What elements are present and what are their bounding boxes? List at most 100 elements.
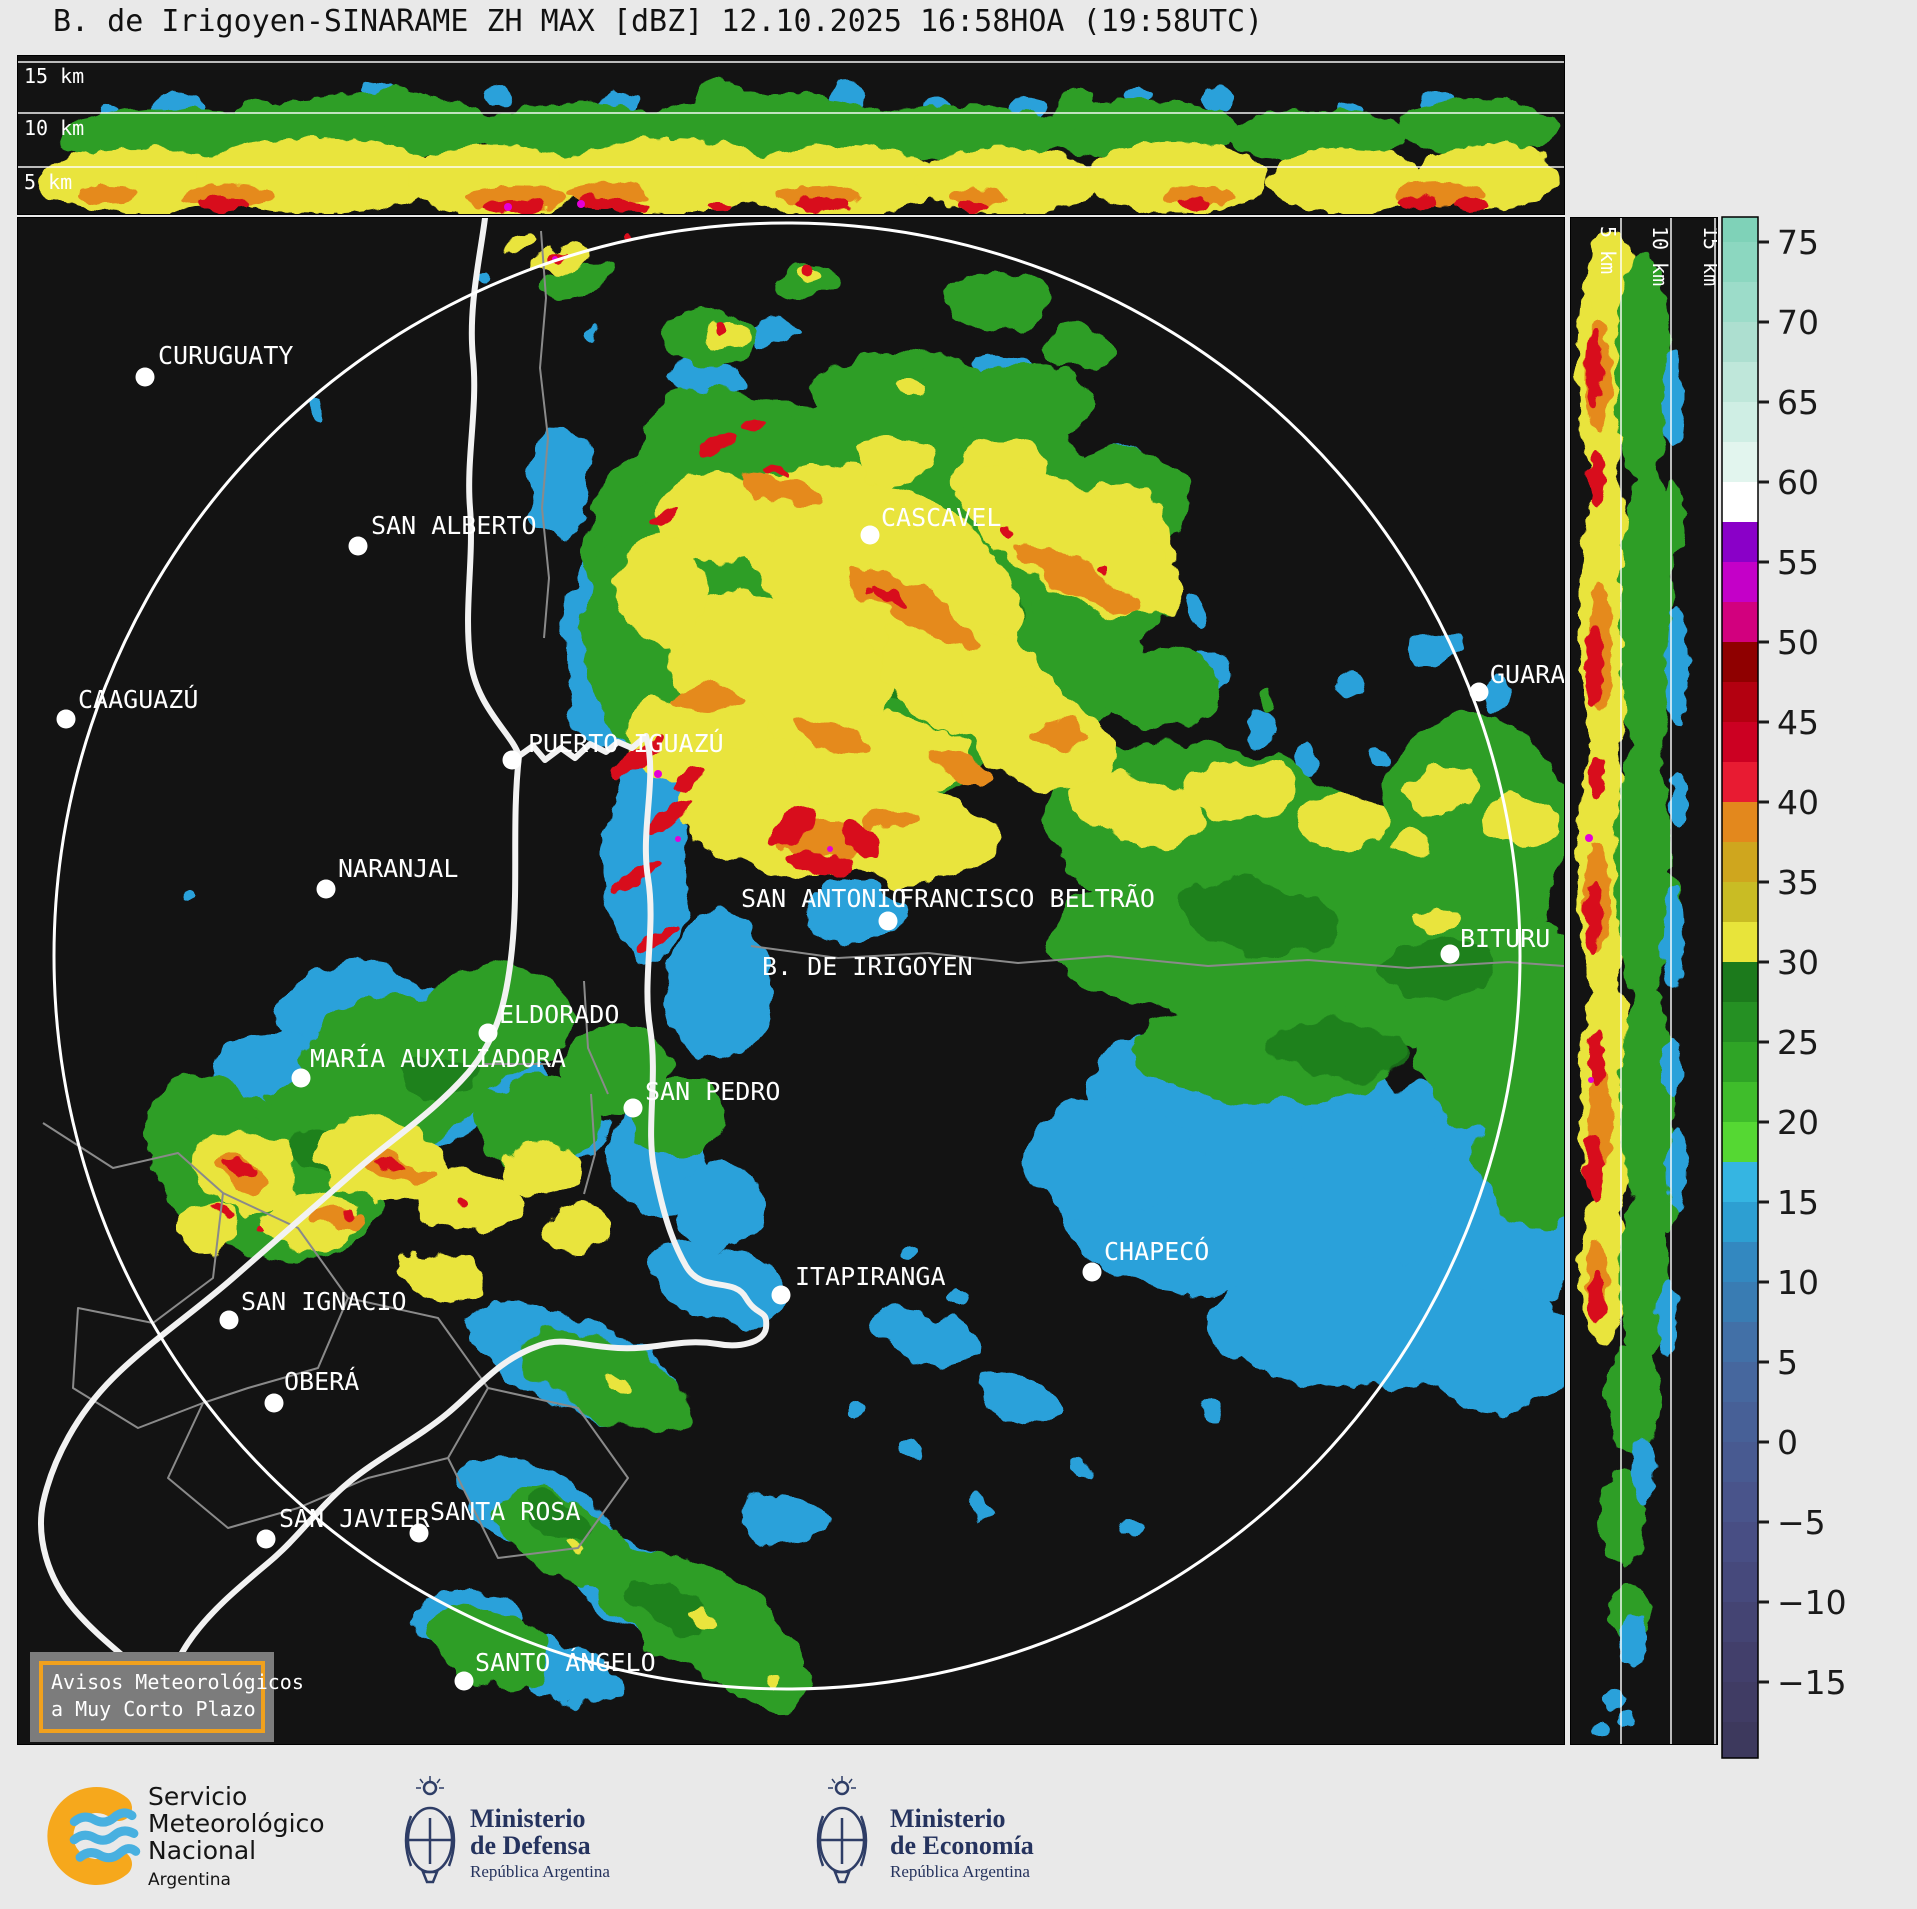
colorbar-tick-13: 10 bbox=[1777, 1263, 1819, 1302]
city-label-5: CASCAVEL bbox=[881, 503, 1001, 532]
economia-coat-of-arms-icon bbox=[816, 1776, 868, 1884]
colorbar-tick-18: −15 bbox=[1777, 1663, 1847, 1702]
colorbar-band-35 bbox=[1722, 1602, 1758, 1642]
city-dot-5 bbox=[860, 525, 880, 545]
colorbar-tick-15: 0 bbox=[1777, 1423, 1798, 1462]
defensa-coat-of-arms-icon bbox=[404, 1776, 456, 1884]
colorbar-band-27 bbox=[1722, 1282, 1758, 1322]
echo-top-red bbox=[198, 195, 1487, 214]
smn-country: Argentina bbox=[148, 1870, 231, 1890]
colorbar-tick-0: 75 bbox=[1777, 223, 1819, 262]
city-label-14: CHAPECÓ bbox=[1104, 1236, 1209, 1266]
colorbar-tick-16: −5 bbox=[1777, 1503, 1826, 1542]
colorbar-tick-14: 5 bbox=[1777, 1343, 1798, 1382]
city-dot-20 bbox=[454, 1671, 474, 1691]
city-dot-19 bbox=[409, 1523, 429, 1543]
colorbar-band-21 bbox=[1722, 1042, 1758, 1082]
colorbar-band-12 bbox=[1722, 682, 1758, 722]
city-dot-0 bbox=[135, 367, 155, 387]
colorbar-tick-11: 20 bbox=[1777, 1103, 1819, 1142]
city-label-10: BITURU bbox=[1460, 924, 1550, 953]
city-label-4: NARANJAL bbox=[338, 854, 458, 883]
colorbar-tick-9: 30 bbox=[1777, 943, 1819, 982]
colorbar-band-1 bbox=[1722, 242, 1758, 282]
colorbar-tick-2: 65 bbox=[1777, 383, 1819, 422]
echo-right-red bbox=[1585, 330, 1605, 1324]
warning-line1: Avisos Meteorológicos bbox=[51, 1670, 304, 1694]
colorbar-band-4 bbox=[1722, 362, 1758, 402]
warning-box-inner: Avisos Meteorológicos a Muy Corto Plazo bbox=[39, 1661, 304, 1733]
height-gridlines bbox=[1620, 218, 1716, 1744]
colorbar-band-31 bbox=[1722, 1442, 1758, 1482]
top-cross-section-plot: 15 km 10 km 5 km bbox=[18, 61, 1564, 214]
colorbar-band-29 bbox=[1722, 1362, 1758, 1402]
city-dot-3 bbox=[502, 750, 522, 770]
colorbar-band-17 bbox=[1722, 882, 1758, 922]
colorbar-band-2 bbox=[1722, 282, 1758, 322]
colorbar-tick-4: 55 bbox=[1777, 543, 1819, 582]
colorbar-band-36 bbox=[1722, 1642, 1758, 1682]
top-height-label-2: 5 km bbox=[24, 170, 72, 194]
colorbar-band-30 bbox=[1722, 1402, 1758, 1442]
city-dot-13 bbox=[623, 1098, 643, 1118]
range-ring bbox=[52, 221, 1522, 1691]
city-dot-17 bbox=[264, 1393, 284, 1413]
city-dot-12 bbox=[291, 1068, 311, 1088]
colorbar-tick-5: 50 bbox=[1777, 623, 1819, 662]
white-river-borders bbox=[38, 218, 770, 1731]
radar-map: CURUGUATY SAN ALBERTO CAAGUAZÚ PUERTO IGUAZ… bbox=[18, 218, 1564, 1744]
colorbar-band-19 bbox=[1722, 962, 1758, 1002]
city-layer: CURUGUATY SAN ALBERTO CAAGUAZÚ PUERTO IGUAZ… bbox=[56, 341, 1564, 1691]
colorbar-band-0 bbox=[1722, 217, 1758, 242]
right-height-label-0: 5 km bbox=[1596, 226, 1620, 274]
colorbar-band-20 bbox=[1722, 1002, 1758, 1042]
radar-map-panel: CURUGUATY SAN ALBERTO CAAGUAZÚ PUERTO IGUAZ… bbox=[17, 217, 1565, 1745]
colorbar-band-34 bbox=[1722, 1562, 1758, 1602]
colorbar-tick-3: 60 bbox=[1777, 463, 1819, 502]
colorbar-band-22 bbox=[1722, 1082, 1758, 1122]
city-dot-4 bbox=[316, 879, 336, 899]
city-label-12: MARÍA AUXILIADORA bbox=[310, 1044, 566, 1073]
defensa-subtitle: República Argentina bbox=[470, 1862, 610, 1881]
city-label-15: ITAPIRANGA bbox=[795, 1262, 946, 1291]
city-dot-18 bbox=[256, 1529, 276, 1549]
colorbar-band-14 bbox=[1722, 762, 1758, 802]
city-dot-1 bbox=[348, 536, 368, 556]
city-dot-10 bbox=[1440, 944, 1460, 964]
echo-right-magenta bbox=[1585, 834, 1594, 1083]
echo-layer-yellow bbox=[172, 236, 1558, 1686]
city-dot-14 bbox=[1082, 1262, 1102, 1282]
right-cross-section-plot: 5 km 10 km 15 km bbox=[1577, 218, 1717, 1744]
colorbar-band-38 bbox=[1722, 1722, 1758, 1758]
colorbar-band-7 bbox=[1722, 482, 1758, 522]
colorbar-band-23 bbox=[1722, 1122, 1758, 1162]
city-label-2: CAAGUAZÚ bbox=[78, 684, 198, 714]
defensa-line1: Ministerio bbox=[470, 1804, 586, 1833]
warning-box[interactable]: Avisos Meteorológicos a Muy Corto Plazo bbox=[30, 1652, 304, 1742]
height-labels: 5 km 10 km 15 km bbox=[1596, 226, 1717, 286]
city-label-1: SAN ALBERTO bbox=[371, 511, 537, 540]
right-cross-section-panel: 5 km 10 km 15 km bbox=[1570, 217, 1718, 1745]
right-height-label-2: 15 km bbox=[1699, 226, 1717, 286]
city-label-11: ELDORADO bbox=[499, 1000, 619, 1029]
colorbar-band-16 bbox=[1722, 842, 1758, 882]
colorbar-tick-17: −10 bbox=[1777, 1583, 1847, 1622]
echo-top-magenta bbox=[504, 200, 585, 211]
colorbar-tick-12: 15 bbox=[1777, 1183, 1819, 1222]
colorbar-band-18 bbox=[1722, 922, 1758, 962]
colorbar-band-9 bbox=[1722, 562, 1758, 602]
defensa-logo-text: Ministerio de Defensa República Argentin… bbox=[470, 1805, 610, 1882]
height-gridlines bbox=[18, 61, 1564, 168]
city-dot-11 bbox=[478, 1023, 498, 1043]
colorbar-tick-1: 70 bbox=[1777, 303, 1819, 342]
city-label-3: PUERTO IGUAZÚ bbox=[528, 728, 724, 758]
right-height-label-1: 10 km bbox=[1648, 226, 1672, 286]
colorbar-band-28 bbox=[1722, 1322, 1758, 1362]
colorbar-band-24 bbox=[1722, 1162, 1758, 1202]
colorbar-tick-6: 45 bbox=[1777, 703, 1819, 742]
height-labels: 15 km 10 km 5 km bbox=[24, 64, 84, 194]
economia-line2: de Economía bbox=[890, 1831, 1034, 1860]
city-label-19: SANTA ROSA bbox=[430, 1497, 581, 1526]
